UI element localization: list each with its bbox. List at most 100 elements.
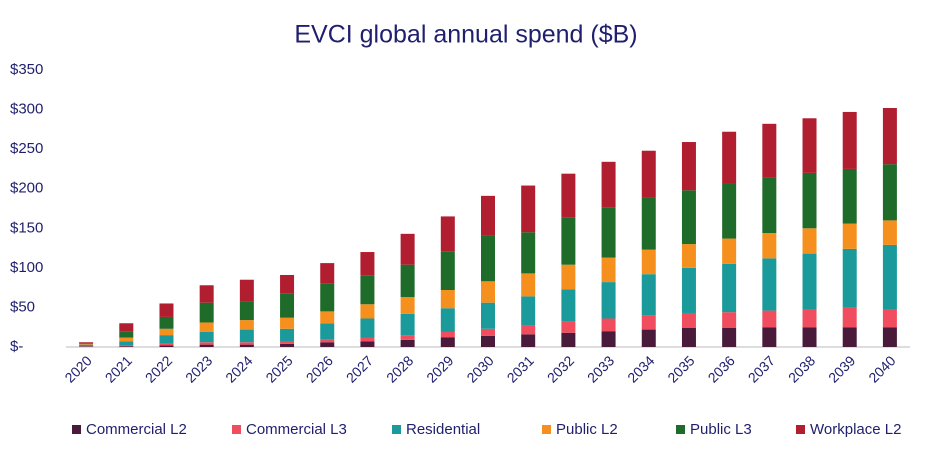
- bar-segment: [641, 249, 656, 275]
- bar-segment: [481, 335, 495, 347]
- bar-segment: [481, 302, 495, 329]
- bar-segment: [239, 301, 254, 321]
- bar-segment: [199, 285, 214, 303]
- bar-segment: [159, 303, 174, 317]
- bar-segment: [842, 168, 857, 224]
- bar-segment: [159, 335, 174, 344]
- bar-segment: [79, 344, 94, 347]
- bar-segment: [802, 253, 817, 310]
- bar-segment: [239, 344, 254, 347]
- bar-segment: [199, 302, 214, 323]
- bar-segment: [601, 257, 616, 283]
- bar-segment: [119, 331, 134, 338]
- bar-segment: [440, 216, 455, 252]
- bar-segment: [119, 341, 134, 346]
- bar-segment: [360, 318, 375, 338]
- x-tick-label: 2037: [745, 352, 778, 385]
- bar-segment: [280, 317, 295, 329]
- bar-segment: [561, 217, 576, 265]
- legend-swatch: [676, 425, 685, 434]
- bar-segment: [802, 309, 817, 328]
- bar-segment: [280, 274, 295, 294]
- legend-label: Public L2: [556, 421, 618, 438]
- legend-label: Public L3: [690, 421, 752, 438]
- bar-segment: [842, 248, 857, 308]
- bar-segment: [681, 312, 696, 329]
- bar-segment: [481, 281, 495, 303]
- bar-segment: [762, 233, 777, 259]
- bar-segment: [561, 321, 576, 333]
- bar-segment: [762, 258, 777, 311]
- bar-segment: [400, 297, 415, 314]
- x-tick-label: 2030: [463, 352, 496, 385]
- bar-segment: [79, 342, 94, 344]
- bar-segment: [882, 244, 897, 310]
- bar-segment: [119, 337, 134, 342]
- bar-segment: [641, 274, 656, 316]
- bar-segment: [641, 150, 656, 198]
- bar-segment: [440, 290, 455, 309]
- y-tick-label: $100: [10, 259, 43, 276]
- legend-swatch: [72, 425, 81, 434]
- y-tick-label: $-: [10, 338, 23, 355]
- bar-segment: [641, 315, 656, 330]
- bar-segment: [481, 195, 495, 236]
- bar-segment: [440, 331, 455, 338]
- x-tick-label: 2025: [262, 352, 295, 385]
- bar-segment: [601, 282, 616, 319]
- x-tick-label: 2032: [544, 352, 577, 385]
- bar-segment: [119, 346, 134, 347]
- x-tick-label: 2033: [584, 352, 617, 385]
- bar-segment: [280, 328, 295, 342]
- bar-segment: [722, 238, 737, 264]
- x-tick-label: 2029: [423, 352, 456, 385]
- x-tick-label: 2021: [102, 352, 135, 385]
- bar-segment: [199, 344, 214, 347]
- x-tick-label: 2036: [705, 352, 738, 385]
- bar-segment: [882, 220, 897, 245]
- bar-segment: [882, 164, 897, 221]
- bar-segment: [239, 329, 254, 343]
- bar-segment: [440, 308, 455, 332]
- y-tick-label: $150: [10, 219, 43, 236]
- x-tick-label: 2034: [624, 352, 657, 385]
- bar-segment: [762, 177, 777, 234]
- bar-segment: [762, 310, 777, 328]
- y-tick-label: $200: [10, 180, 43, 197]
- bar-segment: [239, 320, 254, 330]
- bar-segment: [802, 118, 817, 173]
- bar-segment: [400, 339, 415, 347]
- bar-segment: [521, 273, 536, 297]
- bar-segment: [641, 197, 656, 250]
- bar-segment: [521, 232, 536, 274]
- bar-segment: [199, 331, 214, 343]
- bar-segment: [561, 264, 576, 290]
- x-tick-label: 2023: [182, 352, 215, 385]
- bar-segment: [320, 339, 335, 343]
- bar-segment: [882, 107, 897, 165]
- bar-segment: [521, 334, 536, 347]
- chart-title: EVCI global annual spend ($B): [294, 21, 637, 49]
- bar-segment: [360, 252, 375, 276]
- bar-segment: [722, 263, 737, 313]
- bar-segment: [280, 341, 295, 344]
- x-tick-label: 2040: [865, 352, 898, 385]
- bar-segment: [400, 335, 415, 340]
- bar-segment: [320, 342, 335, 347]
- bar-segment: [882, 327, 897, 347]
- legend-label: Commercial L3: [246, 421, 347, 438]
- bar-segment: [119, 323, 134, 332]
- bar-segment: [601, 207, 616, 258]
- bar-segment: [320, 323, 335, 340]
- bar-segment: [601, 331, 616, 347]
- x-tick-label: 2035: [664, 352, 697, 385]
- bar-segment: [802, 327, 817, 347]
- x-tick-label: 2020: [61, 352, 94, 385]
- legend-swatch: [232, 425, 241, 434]
- bar-segment: [119, 345, 134, 347]
- x-tick-label: 2028: [383, 352, 416, 385]
- legend-label: Workplace L2: [810, 421, 901, 438]
- bar-segment: [360, 275, 375, 305]
- bar-segment: [79, 343, 94, 344]
